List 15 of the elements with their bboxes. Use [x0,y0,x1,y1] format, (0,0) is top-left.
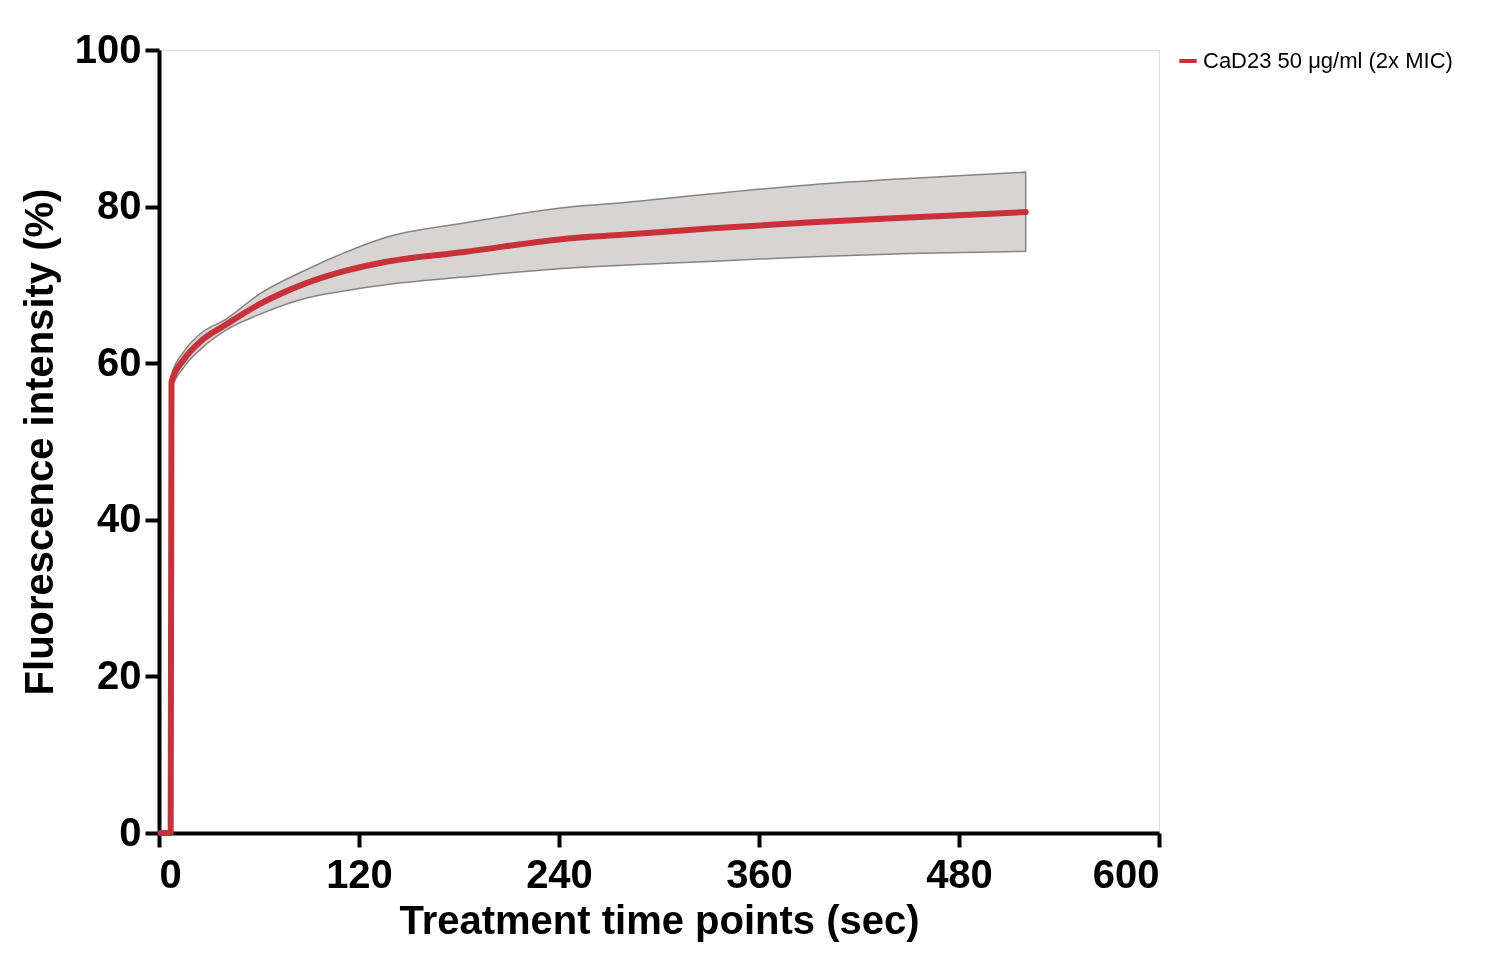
x-tick-label: 240 [526,851,593,896]
y-tick-label: 80 [97,183,142,228]
x-tick-label: 120 [326,851,393,896]
y-axis-title: Fluorescence intensity (%) [16,188,61,696]
x-axis-title: Treatment time points (sec) [399,897,920,942]
x-tick-label: 360 [726,851,793,896]
y-tick-label: 60 [97,339,142,384]
y-tick-label: 0 [119,809,142,854]
y-tick-label: 100 [74,26,142,71]
legend-label: CaD23 50 μg/ml (2x MIC) [1203,48,1453,73]
y-tick-label: 20 [97,652,142,697]
y-tick-label: 40 [97,496,142,541]
x-tick-label: 600 [1092,851,1160,896]
x-tick-label: 0 [159,851,182,896]
x-tick-label: 480 [926,851,993,896]
